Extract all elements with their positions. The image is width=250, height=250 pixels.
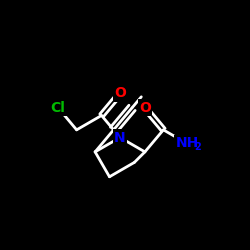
Text: 2: 2	[194, 142, 201, 152]
Text: Cl: Cl	[51, 101, 66, 115]
Text: O: O	[114, 86, 126, 101]
Text: O: O	[139, 101, 151, 115]
Text: NH: NH	[176, 136, 199, 150]
Text: N: N	[114, 130, 126, 144]
